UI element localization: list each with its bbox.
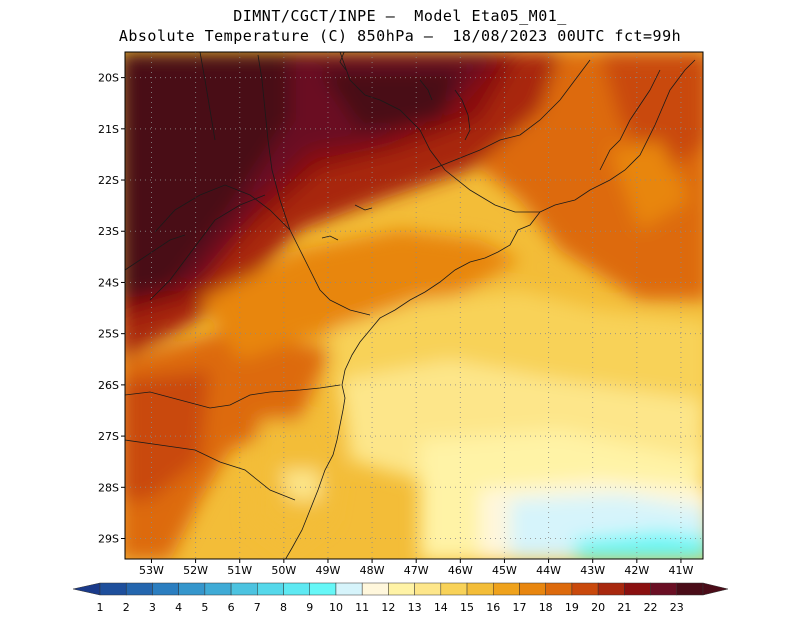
colorbar-label: 5 [201,601,208,614]
colorbar-label: 14 [434,601,448,614]
lon-label: 53W [139,564,164,577]
colorbar-label: 19 [565,601,579,614]
map-title-line-2: Absolute Temperature (C) 850hPa — 18/08/… [118,27,682,45]
colorbar-swatch [335,582,363,596]
colorbar-swatch [466,582,494,596]
colorbar-label: 21 [617,601,631,614]
longitude-labels: 53W 52W 51W 50W 49W 48W 47W 46W 45W 44W 43W 42W 41W [139,559,693,577]
colorbar-left-arrow [72,582,101,596]
colorbar-swatch [125,582,153,596]
colorbar-swatch [361,582,389,596]
colorbar-label: 22 [644,601,658,614]
colorbar-swatch [388,582,415,596]
lat-label: 26S [98,379,119,392]
latitude-labels: 20S 21S 22S 23S 24S 25S 26S 27S 28S 29S [98,72,125,546]
lon-label: 43W [580,564,605,577]
lon-label: 51W [227,564,252,577]
colorbar-label: 9 [306,601,313,614]
colorbar-swatch [257,582,284,596]
colorbar-swatch [519,582,546,596]
colorbar-swatch [309,582,337,596]
colorbar-label: 17 [512,601,526,614]
colorbar-label: 16 [486,601,500,614]
lon-label: 48W [360,564,385,577]
colorbar-label: 2 [123,601,130,614]
temperature-field [125,52,703,559]
colorbar-swatch [650,582,678,596]
colorbar-swatch [597,582,625,596]
colorbar-label: 7 [254,601,261,614]
colorbar-swatch [283,582,310,596]
map-frame [124,51,704,560]
lon-label: 49W [316,564,341,577]
lon-label: 45W [492,564,517,577]
lat-label: 22S [98,174,119,187]
lat-label: 27S [98,430,119,443]
lat-label: 29S [98,533,119,546]
lat-label: 25S [98,328,119,341]
colorbar-swatch [230,582,258,596]
colorbar-swatch [204,582,232,596]
colorbar-swatch [178,582,206,596]
colorbar-swatch [624,582,651,596]
colorbar-swatch [99,582,127,596]
lat-label: 20S [98,72,119,85]
lat-label: 28S [98,481,119,494]
lon-label: 41W [669,564,694,577]
colorbar-right-arrow [702,582,729,596]
colorbar: 1 2 3 4 5 6 7 8 9 10 11 12 13 14 15 16 17 18 19 20 21 22 23 [72,582,729,614]
colorbar-label: 20 [591,601,605,614]
colorbar-label: 12 [381,601,395,614]
colorbar-label: 8 [280,601,287,614]
colorbar-swatch [676,582,704,596]
colorbar-label: 23 [670,601,684,614]
colorbar-label: 10 [329,601,343,614]
colorbar-swatch [414,582,442,596]
lat-label: 24S [98,276,119,289]
colorbar-label: 15 [460,601,474,614]
colorbar-swatch [571,582,599,596]
colorbar-swatch [545,582,573,596]
map-title-line-1: DIMNT/CGCT/INPE — Model Eta05_M01_ [233,7,567,25]
lat-label: 21S [98,123,119,136]
colorbar-label: 4 [175,601,182,614]
lon-label: 46W [448,564,473,577]
lon-label: 52W [183,564,208,577]
colorbar-label: 11 [355,601,369,614]
colorbar-swatch [493,582,520,596]
lon-label: 42W [624,564,649,577]
colorbar-label: 3 [149,601,156,614]
lon-label: 47W [404,564,429,577]
colorbar-swatch [152,582,179,596]
colorbar-swatch [440,582,468,596]
lon-label: 50W [271,564,296,577]
lat-label: 23S [98,225,119,238]
lon-label: 44W [536,564,561,577]
colorbar-label: 13 [408,601,422,614]
coastline-and-borders [125,52,696,559]
colorbar-label: 1 [97,601,104,614]
colorbar-label: 6 [228,601,235,614]
colorbar-label: 18 [539,601,553,614]
